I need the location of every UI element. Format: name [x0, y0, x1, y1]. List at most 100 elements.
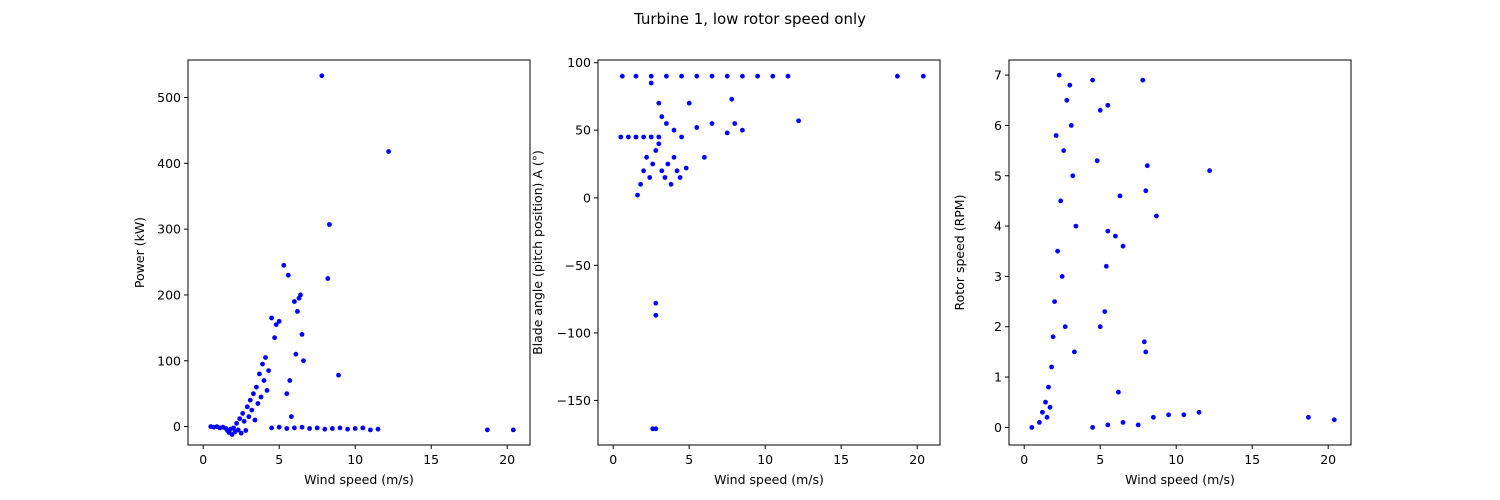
scatter-point — [1181, 412, 1187, 418]
scatter-point — [1105, 422, 1111, 428]
scatter-point — [325, 276, 331, 281]
scatter-point — [252, 417, 258, 423]
scatter-point — [322, 426, 328, 432]
scatter-point — [656, 141, 662, 147]
y-axis-label: Power (kW) — [132, 217, 147, 288]
scatter-point — [1105, 228, 1111, 234]
scatter-point — [659, 114, 665, 120]
scatter-point — [289, 414, 294, 420]
scatter-point — [257, 371, 262, 377]
scatter-point — [314, 425, 320, 431]
scatter-point — [281, 262, 287, 268]
y-tick-label: 3 — [994, 269, 1002, 284]
scatter-point — [246, 414, 252, 420]
scatter-point — [254, 384, 259, 390]
scatter-point — [1046, 384, 1051, 390]
scatter-point — [258, 394, 264, 400]
axes-frame — [187, 59, 531, 446]
scatter-points — [618, 73, 926, 432]
scatter-point — [770, 73, 776, 79]
scatter-point — [656, 100, 662, 106]
scatter-point — [1059, 274, 1065, 279]
y-tick-label: 50 — [575, 123, 591, 138]
scatter-point — [662, 175, 668, 180]
y-tick-label: −50 — [565, 258, 591, 273]
scatter-point — [261, 378, 267, 383]
scatter-point — [694, 73, 700, 79]
scatter-point — [626, 134, 631, 140]
x-tick-label: 15 — [833, 452, 849, 467]
scatter-point — [679, 73, 684, 79]
scatter-point — [1062, 324, 1068, 330]
scatter-point — [1143, 349, 1149, 355]
scatter-point — [269, 315, 274, 321]
scatter-point — [249, 407, 255, 413]
scatter-point — [485, 427, 490, 433]
scatter-point — [664, 73, 669, 79]
scatter-point — [1151, 414, 1156, 420]
scatter-point — [240, 411, 246, 416]
scatter-point — [724, 73, 730, 79]
scatter-point — [327, 222, 332, 227]
scatter-point — [647, 175, 653, 180]
scatter-point — [653, 148, 659, 153]
y-tick-label: 5 — [994, 168, 1002, 183]
y-tick-label: 4 — [994, 219, 1002, 234]
scatter-point — [648, 134, 654, 140]
scatter-point — [287, 378, 293, 383]
scatter-point — [653, 300, 659, 306]
x-tick-label: 15 — [423, 452, 439, 467]
y-tick-label: 0 — [583, 190, 591, 205]
scatter-point — [1116, 389, 1121, 395]
scatter-point — [1120, 243, 1126, 249]
y-tick-label: −100 — [557, 325, 591, 340]
scatter-point — [1037, 420, 1042, 425]
scatter-point — [668, 181, 674, 187]
scatter-point — [659, 168, 665, 174]
scatter-point — [653, 312, 659, 318]
y-tick-label: 200 — [157, 287, 181, 302]
scatter-point — [724, 130, 730, 136]
scatter-point — [648, 80, 654, 86]
x-axis-label: Wind speed (m/s) — [304, 472, 414, 487]
scatter-point — [1135, 422, 1141, 428]
scatter-point — [1207, 168, 1212, 174]
scatter-point — [238, 430, 244, 436]
scatter-point — [664, 121, 669, 126]
scatter-point — [665, 161, 671, 167]
y-tick-label: 300 — [157, 222, 181, 237]
scatter-point — [644, 154, 649, 160]
scatter-point — [1140, 77, 1146, 83]
scatter-point — [255, 401, 261, 406]
x-tick-label: 5 — [1096, 452, 1104, 467]
y-tick-label: 0 — [994, 420, 1002, 435]
y-axis-label: Blade angle (pitch position) A (°) — [530, 150, 545, 355]
y-tick-label: 100 — [567, 55, 591, 70]
scatter-point — [1064, 97, 1070, 103]
scatter-point — [237, 416, 243, 422]
scatter-point — [1067, 82, 1073, 88]
scatter-point — [293, 351, 299, 357]
scatter-point — [231, 425, 237, 431]
scatter-point — [510, 427, 516, 433]
y-tick-label: 2 — [994, 319, 1002, 334]
scatter-point — [1306, 414, 1311, 420]
x-tick-label: 10 — [1168, 452, 1184, 467]
scatter-point — [633, 73, 639, 79]
scatter-point — [755, 73, 760, 79]
y-tick-label: 100 — [157, 353, 181, 368]
scatter-point — [635, 192, 640, 198]
y-tick-label: 6 — [994, 118, 1002, 133]
x-tick-label: 20 — [499, 452, 515, 467]
subplot-blade-angle: 0 5 10 15 20 −150 −100 −50 0 50 100 Wind speed (m/s… — [530, 55, 941, 487]
scatter-point — [1090, 77, 1095, 83]
x-tick-label: 15 — [1244, 452, 1260, 467]
scatter-point — [656, 134, 662, 140]
scatter-point — [263, 355, 268, 360]
x-tick-label: 5 — [275, 452, 283, 467]
scatter-point — [1102, 309, 1108, 314]
x-tick-label: 5 — [685, 452, 693, 467]
scatter-points — [1029, 72, 1337, 430]
